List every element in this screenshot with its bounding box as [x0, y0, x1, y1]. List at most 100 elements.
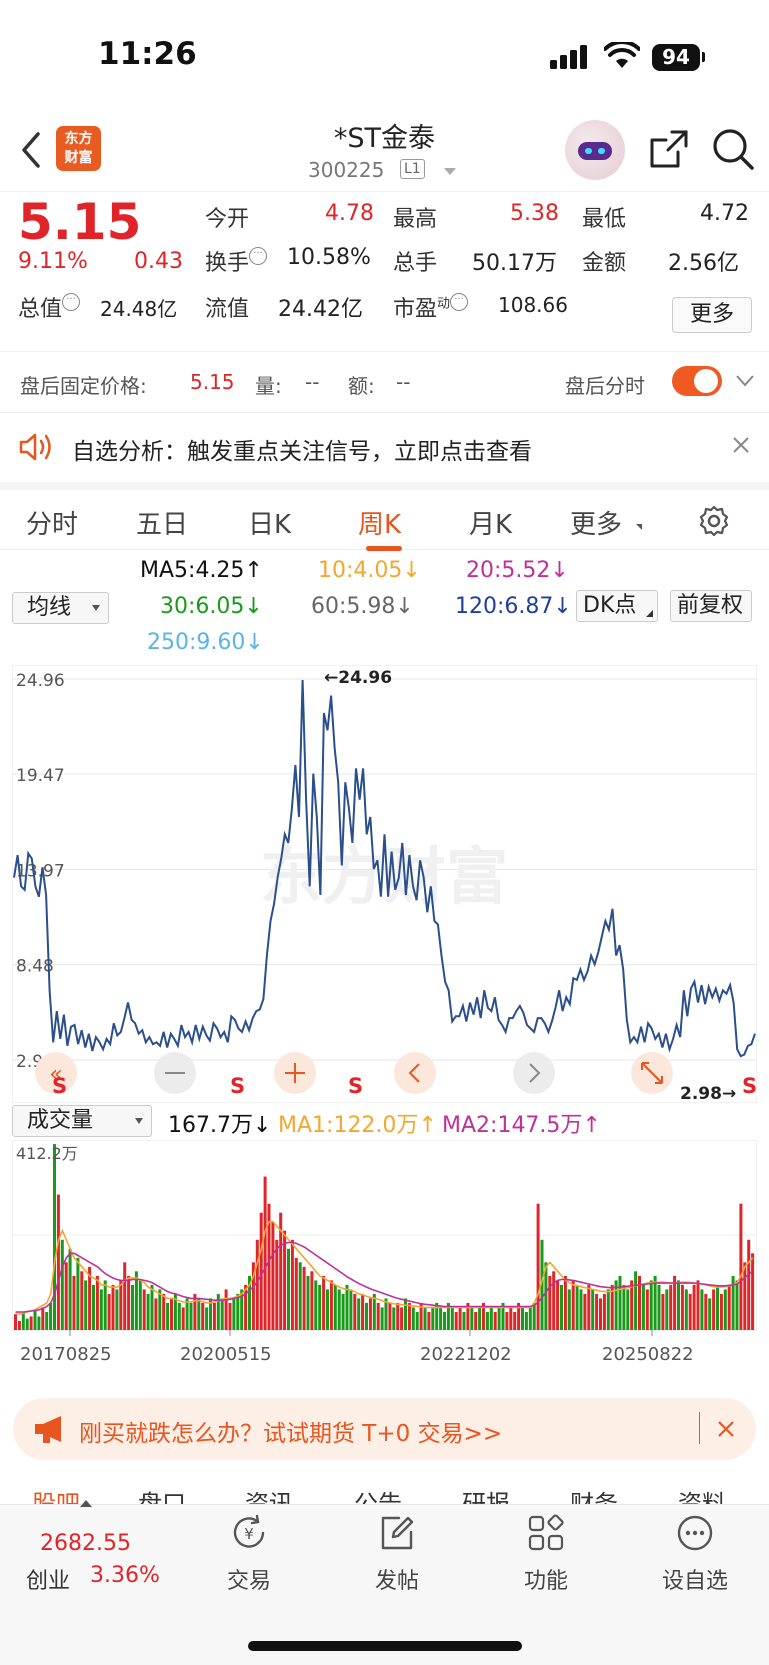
- tab-monthly-k[interactable]: 月K: [469, 510, 513, 540]
- tab-weekly-k[interactable]: 周K: [358, 510, 402, 540]
- share-icon[interactable]: [648, 128, 690, 170]
- amount-label: 金额: [582, 251, 627, 276]
- volume-bar: [610, 1284, 614, 1330]
- volume-ma2-line: [15, 1241, 754, 1313]
- volume-bar: [579, 1289, 583, 1330]
- volume-bar: [517, 1302, 521, 1330]
- volume-bar: [708, 1298, 712, 1330]
- volume-bar: [723, 1289, 727, 1330]
- volume-bar: [404, 1298, 407, 1330]
- tab-pankou[interactable]: 盘口: [138, 1490, 186, 1504]
- volume-bar: [158, 1289, 162, 1330]
- volume-bar: [92, 1284, 95, 1330]
- last-price: 5.15: [18, 193, 142, 251]
- after-hours-toggle[interactable]: [672, 366, 722, 396]
- scroll-right-button[interactable]: [513, 1052, 555, 1094]
- volume-bar: [154, 1298, 158, 1330]
- volume-bar: [326, 1289, 329, 1330]
- tab-notices[interactable]: 公告: [354, 1490, 402, 1504]
- volume-bar: [454, 1312, 458, 1330]
- ma-selector[interactable]: 均线: [12, 592, 109, 624]
- sell-signal: S: [742, 1074, 757, 1098]
- adjust-button[interactable]: 前复权: [670, 590, 752, 622]
- index-percent[interactable]: 3.36%: [90, 1563, 160, 1588]
- amount-value: 2.56亿: [668, 251, 739, 276]
- tab-daily-k[interactable]: 日K: [248, 510, 292, 540]
- info-icon[interactable]: ···: [249, 247, 268, 265]
- volume-bar: [649, 1280, 653, 1330]
- close-icon[interactable]: [717, 1420, 735, 1438]
- volume-bar: [536, 1203, 540, 1330]
- dk-point-button[interactable]: DK点: [576, 590, 658, 622]
- trade-button[interactable]: ¥ 交易: [199, 1513, 299, 1595]
- volume-bar: [591, 1289, 595, 1330]
- close-icon[interactable]: [732, 436, 750, 454]
- ma5-value: MA5:4.25↑: [140, 558, 263, 583]
- stock-code[interactable]: 300225: [308, 158, 385, 182]
- volume-indicator-selector[interactable]: 成交量: [12, 1105, 152, 1137]
- ma30-value: 30:6.05↓: [160, 594, 263, 619]
- svg-text:¥: ¥: [244, 1525, 254, 1543]
- scroll-left-button[interactable]: [394, 1052, 436, 1094]
- total-mv-label[interactable]: 总值 ···: [18, 291, 81, 323]
- app-logo[interactable]: 东方 财富: [56, 126, 101, 171]
- volume-bar: [142, 1289, 146, 1330]
- more-quote-button[interactable]: 更多: [672, 297, 752, 333]
- grid-apps-icon: [528, 1514, 564, 1551]
- volume-bar: [657, 1284, 661, 1330]
- speaker-icon: [19, 433, 51, 461]
- volume-bar: [751, 1253, 755, 1330]
- volume-bar: [267, 1203, 271, 1330]
- volume-bar: [521, 1307, 524, 1330]
- after-hours-vol: --: [305, 370, 320, 394]
- turnover-label[interactable]: 换手 ···: [205, 245, 268, 277]
- trade-label: 交易: [226, 1569, 271, 1594]
- index-name[interactable]: 创业: [26, 1569, 71, 1594]
- volume-chart[interactable]: 412.2万 20170825 20200515 20221202 20250822: [12, 1140, 757, 1372]
- tab-finance[interactable]: 财务: [570, 1490, 618, 1504]
- wifi-icon: [604, 42, 640, 68]
- volume-bar: [49, 1302, 53, 1330]
- volume-ma2-text: MA2:147.5万: [442, 1113, 583, 1138]
- tab-more[interactable]: 更多: [570, 510, 623, 540]
- info-icon[interactable]: ···: [450, 293, 469, 311]
- pe-label[interactable]: 市盈动 ···: [393, 291, 469, 323]
- add-watchlist-button[interactable]: 设自选: [645, 1513, 745, 1595]
- volume-bar: [563, 1275, 567, 1330]
- back-arrow-icon[interactable]: [20, 130, 42, 170]
- volume-bar: [747, 1239, 751, 1330]
- functions-button[interactable]: 功能: [496, 1513, 596, 1595]
- tab-profile[interactable]: 资料: [678, 1490, 726, 1504]
- ma60-text: 60:5.98: [311, 594, 396, 619]
- chevron-down-icon[interactable]: [735, 374, 755, 388]
- volume-bar: [365, 1302, 368, 1330]
- volume-bar: [275, 1239, 279, 1330]
- index-expand-icon[interactable]: [80, 1500, 92, 1507]
- info-icon[interactable]: ···: [62, 293, 81, 311]
- tab-news[interactable]: 资讯: [245, 1490, 293, 1504]
- index-value[interactable]: 2682.55: [40, 1531, 131, 1556]
- search-icon[interactable]: [712, 128, 756, 172]
- tab-intraday[interactable]: 分时: [26, 510, 79, 540]
- tab-research[interactable]: 研报: [462, 1490, 510, 1504]
- ma10-value: 10:4.05↓: [318, 558, 421, 583]
- volume-bar: [166, 1302, 170, 1330]
- gear-icon[interactable]: [697, 504, 731, 538]
- tab-guba[interactable]: 股吧: [32, 1490, 80, 1504]
- alert-bar[interactable]: 自选分析：触发重点关注信号，立即点击查看: [0, 414, 769, 481]
- post-button[interactable]: 发帖: [347, 1513, 447, 1595]
- x-tick-label: 20200515: [180, 1344, 272, 1365]
- volume-bar: [84, 1280, 88, 1330]
- code-dropdown-icon[interactable]: [444, 168, 456, 175]
- ma120-text: 120:6.87: [455, 594, 554, 619]
- promo-banner[interactable]: 刚买就跌怎么办？试试期货 T+0 交易>>: [13, 1398, 756, 1460]
- volume-bar: [193, 1293, 197, 1330]
- ai-assistant-icon[interactable]: [565, 120, 625, 180]
- volume-bar: [41, 1307, 45, 1330]
- volume-bar: [197, 1298, 201, 1330]
- tab-five-day[interactable]: 五日: [136, 510, 189, 540]
- volume-bar: [232, 1298, 236, 1330]
- volume-bar: [497, 1307, 501, 1330]
- scroll-left-fast-button[interactable]: [35, 1052, 77, 1094]
